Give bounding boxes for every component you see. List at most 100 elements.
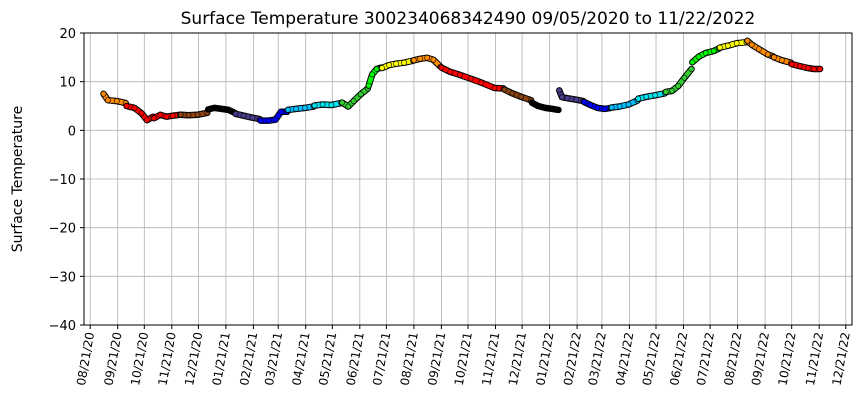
- data-point: [240, 112, 247, 119]
- data-point: [350, 98, 357, 104]
- data-point: [717, 44, 723, 51]
- data-point: [756, 46, 762, 52]
- data-point: [601, 106, 608, 112]
- data-point: [724, 42, 731, 49]
- x-tick-label: 07/21/22: [694, 331, 717, 387]
- series-line: [233, 111, 262, 122]
- x-tick-label: 02/21/21: [237, 331, 260, 387]
- data-point: [771, 54, 777, 61]
- y-tick-label: −30: [49, 270, 76, 285]
- data-point: [205, 106, 212, 113]
- data-point: [594, 105, 601, 111]
- data-point: [285, 107, 291, 113]
- series-line: [717, 39, 749, 50]
- data-point: [311, 102, 318, 109]
- series-segment-17: [580, 98, 615, 113]
- series-segment-18: [608, 97, 641, 111]
- data-point: [379, 65, 385, 71]
- x-tick-label: 09/21/22: [749, 331, 772, 387]
- data-point: [764, 51, 771, 58]
- data-point: [211, 105, 218, 111]
- data-point: [559, 94, 565, 101]
- data-point: [518, 93, 525, 100]
- data-point: [277, 108, 284, 115]
- series-layer: [100, 37, 824, 124]
- y-tick-label: −10: [49, 173, 76, 188]
- data-point: [430, 56, 437, 63]
- x-tick-label: 12/21/20: [182, 331, 205, 387]
- data-point: [225, 107, 232, 113]
- data-point: [478, 79, 485, 86]
- x-tick-label: 10/21/21: [452, 331, 475, 387]
- data-point: [635, 95, 642, 102]
- x-tick-label: 01/21/22: [533, 331, 556, 387]
- data-point: [138, 110, 145, 117]
- data-point: [345, 103, 352, 110]
- data-point: [542, 105, 549, 111]
- data-point: [681, 74, 688, 81]
- data-point: [625, 101, 632, 108]
- x-tick-label: 11/21/21: [479, 331, 502, 387]
- data-point: [581, 99, 588, 105]
- x-tick-label: 07/21/21: [370, 331, 393, 387]
- data-point: [796, 63, 803, 69]
- data-point: [301, 105, 308, 111]
- data-point: [319, 101, 326, 108]
- x-tick-label: 10/21/22: [776, 331, 799, 387]
- data-point: [549, 106, 556, 112]
- data-point: [662, 89, 669, 95]
- data-point: [417, 55, 423, 62]
- data-point: [564, 95, 571, 102]
- data-point: [339, 99, 345, 106]
- chart-title: Surface Temperature 300234068342490 09/0…: [181, 9, 756, 29]
- data-point: [100, 90, 107, 97]
- data-point: [194, 111, 201, 118]
- y-tick-label: 10: [59, 76, 76, 91]
- data-point: [804, 65, 811, 71]
- series-line: [609, 98, 640, 110]
- series-line: [502, 87, 534, 103]
- x-tick-label: 06/21/22: [667, 331, 690, 387]
- x-tick-label: 06/21/21: [344, 331, 367, 387]
- data-point: [779, 57, 785, 64]
- data-point: [218, 106, 225, 112]
- data-point: [424, 54, 431, 61]
- data-point: [788, 61, 795, 67]
- data-point: [817, 66, 823, 72]
- data-point: [587, 102, 594, 108]
- series-segment-4: [204, 104, 239, 117]
- x-tick-label: 11/21/22: [803, 331, 826, 387]
- data-point: [616, 103, 623, 110]
- data-point: [131, 105, 138, 111]
- data-point: [257, 117, 264, 124]
- data-point: [669, 88, 675, 94]
- series-segment-7: [284, 103, 317, 114]
- data-point: [733, 40, 740, 47]
- data-point: [113, 98, 120, 104]
- x-tick-label: 02/21/22: [561, 331, 584, 387]
- series-segment-9: [338, 85, 372, 110]
- y-axis-label: Surface Temperature: [10, 106, 26, 252]
- y-tick-label: 0: [68, 124, 76, 139]
- data-point: [386, 62, 392, 68]
- series-segment-11: [378, 57, 417, 72]
- data-point: [491, 85, 498, 91]
- x-tick-label: 01/21/21: [210, 331, 233, 387]
- data-point: [652, 92, 658, 99]
- data-point: [573, 96, 580, 103]
- grid-layer: [84, 32, 852, 326]
- data-point: [357, 91, 364, 98]
- x-tick-label: 09/21/20: [102, 331, 125, 387]
- data-point: [157, 111, 164, 118]
- series-segment-25: [788, 60, 824, 73]
- series-segment-1: [123, 102, 157, 124]
- data-point: [811, 66, 817, 72]
- series-segment-0: [100, 90, 129, 107]
- data-point: [393, 60, 400, 67]
- y-tick-label: 20: [59, 27, 76, 42]
- data-point: [695, 53, 702, 60]
- x-axis: 08/21/20 09/21/20 10/21/20 11/21/20 12/21/20…: [74, 325, 853, 387]
- series-segment-14: [501, 86, 535, 104]
- series-segment-15: [528, 99, 562, 114]
- data-point: [688, 66, 695, 72]
